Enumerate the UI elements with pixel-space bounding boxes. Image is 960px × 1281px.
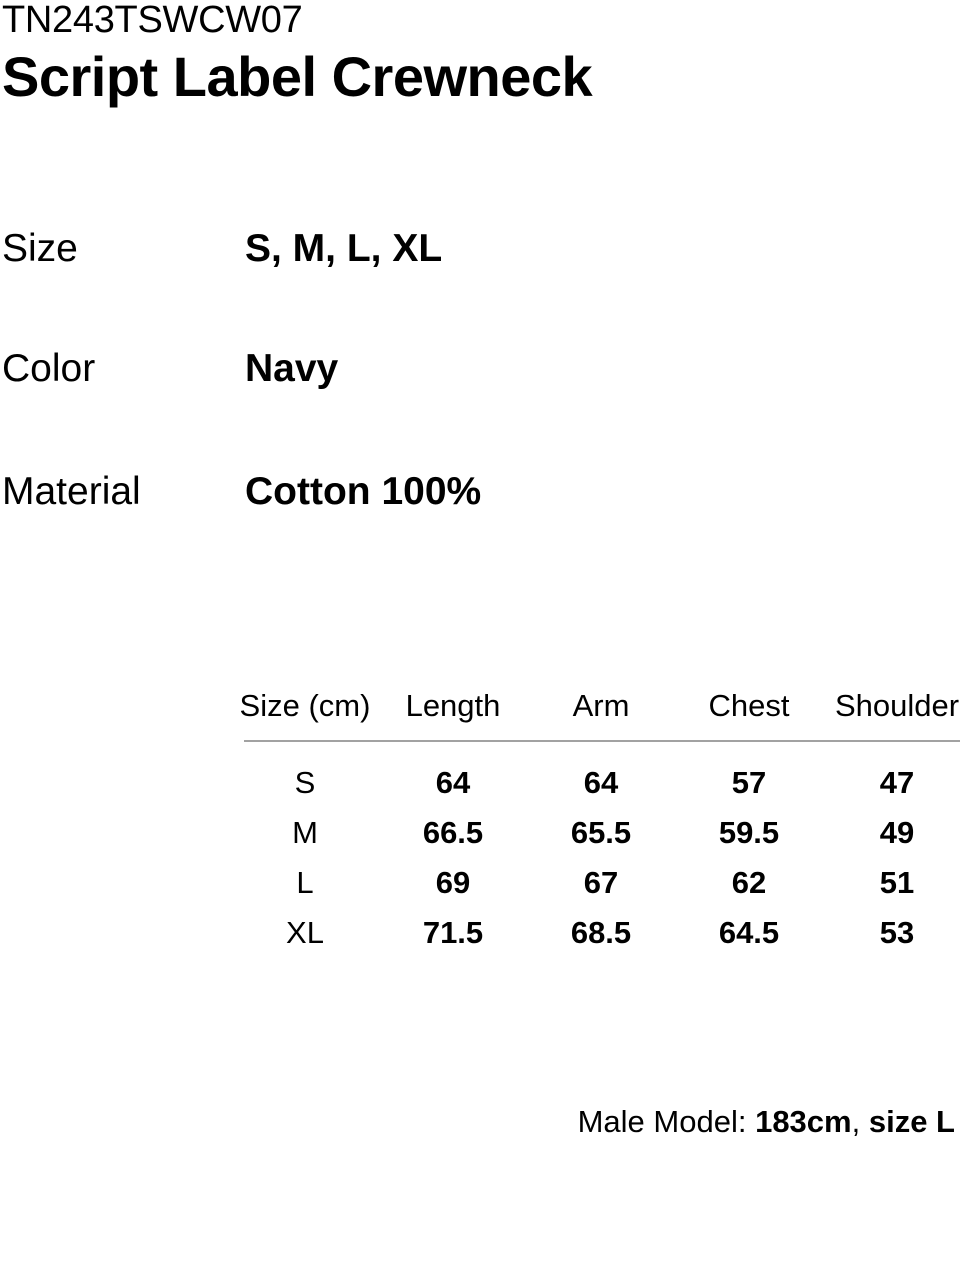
measurement-value: 59.5 [718,815,780,850]
column-header-length: Length [405,688,501,723]
column-header-arm: Arm [572,688,630,723]
column-header-size-cm: Size (cm) [239,688,371,723]
spec-row-material: Material Cotton 100% [0,470,960,521]
size-chart-body: S 64 64 57 47 M 66.5 65.5 59.5 49 L 69 6… [231,758,960,958]
table-header-divider [244,740,960,742]
column-header-shoulder: Shoulder [834,688,960,723]
measurement-value: 47 [879,765,915,800]
table-row-xl: XL 71.5 68.5 64.5 53 [231,908,960,958]
measurement-value: 53 [879,915,915,950]
spec-value-color: Navy [245,347,339,390]
measurement-value: 64.5 [718,915,780,950]
measurement-value: 66.5 [422,815,484,850]
measurement-value: 51 [879,865,915,900]
measurement-value: 57 [731,765,767,800]
measurement-value: 64 [435,765,471,800]
spec-value-material: Cotton 100% [245,470,482,513]
spec-row-size: Size S, M, L, XL [0,227,960,278]
product-code: TN243TSWCW07 [2,0,303,41]
product-title: Script Label Crewneck [2,45,593,108]
measurement-value: 62 [731,865,767,900]
size-label: L [296,865,314,900]
model-info: Male Model: 183cm, size L [578,1104,955,1140]
table-row-m: M 66.5 65.5 59.5 49 [231,808,960,858]
spec-row-color: Color Navy [0,347,960,398]
measurement-value: 69 [435,865,471,900]
measurement-value: 64 [583,765,619,800]
measurement-value: 71.5 [422,915,484,950]
model-size: size L [868,1104,955,1139]
table-row-s: S 64 64 57 47 [231,758,960,808]
measurement-value: 49 [879,815,915,850]
column-header-chest: Chest [708,688,790,723]
size-label: M [292,815,318,850]
size-label: S [294,765,316,800]
measurement-value: 67 [583,865,619,900]
spec-label-size: Size [2,227,78,270]
spec-value-size: S, M, L, XL [245,227,443,270]
model-info-prefix: Male Model: [577,1104,756,1139]
table-row-l: L 69 67 62 51 [231,858,960,908]
spec-label-material: Material [2,470,141,513]
measurement-value: 65.5 [570,815,632,850]
model-height: 183cm [755,1104,852,1139]
size-label: XL [286,915,324,950]
size-chart-header-row: Size (cm) Length Arm Chest Shoulder [231,688,960,723]
measurement-value: 68.5 [570,915,632,950]
model-info-separator: , [851,1104,869,1139]
spec-label-color: Color [2,347,96,390]
